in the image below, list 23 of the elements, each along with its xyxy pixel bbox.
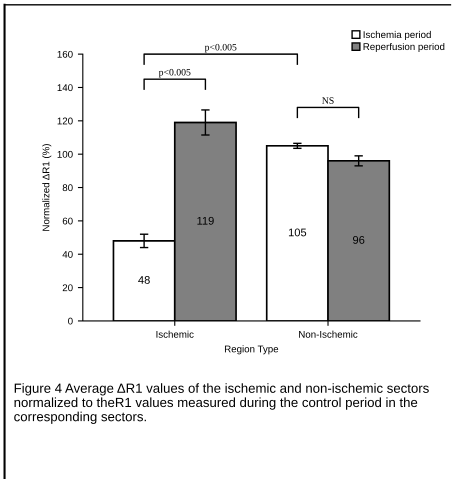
y-tick-label: 40 xyxy=(62,250,73,258)
data-label: 119 xyxy=(197,216,214,225)
data-label: 105 xyxy=(288,228,306,236)
text: p<0.005 xyxy=(204,44,236,52)
x-axis-title: Region Type xyxy=(224,345,278,354)
y-tick-label: 120 xyxy=(58,118,73,124)
data-label: 48 xyxy=(138,276,150,284)
y-tick-label: 100 xyxy=(58,150,73,158)
data-label: 96 xyxy=(353,236,364,244)
y-tick-label: 80 xyxy=(62,184,73,192)
legend-label: Reperfusion period xyxy=(364,42,444,52)
annotation: NS xyxy=(322,97,334,104)
y-tick-label: 160 xyxy=(58,50,73,58)
caption: Figure 4 Average ΔR1 values of the ischemic and non-ischemic sectors normalized to theR1 values measured during the control period in the corresponding sectors. xyxy=(14,383,429,424)
y-tick-label: 0 xyxy=(68,318,73,325)
y-axis-title: Normalized ΔR1 (%) xyxy=(42,144,52,231)
y-tick-label: 60 xyxy=(62,218,73,224)
x-tick-label: Non-Ischemic xyxy=(299,330,358,338)
x-tick-label: Ischemic xyxy=(156,330,194,338)
y-tick-label: 20 xyxy=(62,284,73,292)
legend-label: Ischemia period xyxy=(364,30,431,40)
y-tick-label: 140 xyxy=(58,84,73,92)
annotation: p<0.005 xyxy=(158,68,190,78)
